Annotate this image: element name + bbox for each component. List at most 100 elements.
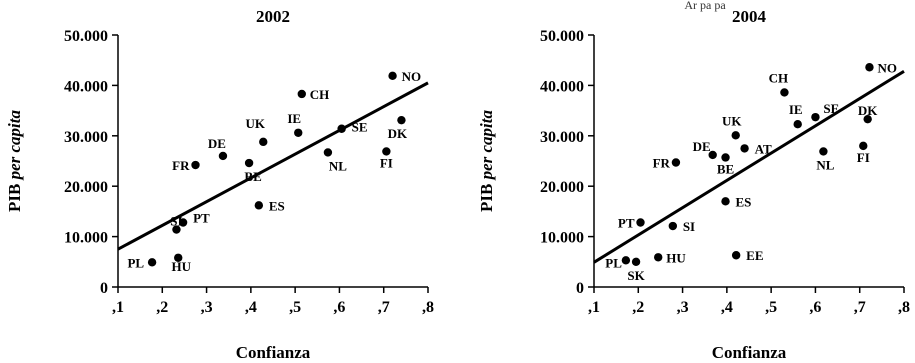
y-tick-label: 40.000	[540, 78, 584, 95]
scatter-panel-2004: 2004 0 10.000 20.000 30.000 40.000 50.000 ,1 ,2,…	[477, 7, 910, 362]
y-tick-label: 50.000	[540, 28, 584, 45]
data-point-es	[721, 197, 730, 206]
y-tick-label: 10.000	[64, 230, 108, 247]
y-tick-label: 30.000	[540, 129, 584, 146]
y-tick-label: 20.000	[64, 179, 108, 196]
data-point-si	[668, 221, 678, 231]
data-point-fi	[382, 147, 391, 156]
x-tick-label: ,6	[333, 299, 345, 316]
data-point-sk	[631, 257, 641, 266]
point-label-hu: HU	[666, 250, 686, 265]
data-point-hu	[654, 253, 663, 262]
x-tick-label: ,6	[809, 299, 821, 316]
y-axis-label-main: PIB	[477, 179, 496, 212]
point-label-fr: FR	[172, 158, 190, 173]
point-label-fr: FR	[653, 156, 671, 171]
y-axis-label: PIB per capita	[5, 110, 24, 212]
data-point-pt	[636, 218, 645, 227]
point-label-ie: IE	[789, 102, 803, 117]
y-tick-label: 50.000	[64, 28, 108, 45]
y-tick-label: 0	[100, 280, 108, 297]
y-axis-label-italic: per capita	[477, 110, 496, 182]
chart-title: 2004	[732, 7, 767, 26]
chart-title: 2002	[256, 7, 290, 26]
data-point-at	[740, 144, 749, 153]
x-tick-label: ,4	[245, 299, 257, 316]
data-point-pl	[147, 258, 157, 267]
data-point-nl	[323, 148, 333, 157]
point-label-no: NO	[877, 60, 897, 75]
point-label-at: AT	[755, 141, 772, 156]
data-point-dk	[397, 115, 406, 125]
data-point-uk	[731, 131, 740, 140]
point-label-pl: PL	[605, 255, 622, 270]
x-tick-label: ,1	[112, 299, 124, 316]
point-label-nl: NL	[816, 157, 834, 172]
point-label-dk: DK	[858, 103, 878, 118]
point-label-es: ES	[269, 198, 285, 213]
x-tick-label: ,7	[854, 299, 866, 316]
point-label-fi: FI	[380, 155, 393, 170]
x-tick-label: ,4	[721, 299, 733, 316]
data-point-ee	[731, 251, 741, 260]
data-point-fr	[191, 160, 200, 170]
point-label-se: SE	[823, 101, 839, 116]
header-fragment: Ar pa pa	[684, 0, 726, 12]
data-point-si	[172, 225, 181, 234]
data-point-ch	[780, 88, 789, 97]
data-point-uk	[259, 137, 268, 147]
trend-line	[593, 70, 905, 264]
data-point-ch	[297, 89, 306, 99]
x-tick-label: ,5	[765, 299, 777, 316]
data-point-no	[388, 71, 397, 81]
point-label-fi: FI	[857, 150, 870, 165]
point-label-dk: DK	[388, 126, 408, 141]
data-point-be	[244, 158, 254, 168]
point-label-be: BE	[244, 169, 261, 184]
x-tick-label: ,3	[677, 299, 689, 316]
y-axis-label-main: PIB	[5, 179, 24, 212]
point-label-pl: PL	[127, 255, 144, 270]
point-label-ch: CH	[769, 70, 789, 85]
data-point-de	[708, 150, 717, 160]
data-point-es	[254, 201, 264, 210]
trend-line	[117, 81, 429, 251]
point-label-es: ES	[736, 194, 752, 209]
point-label-uk: UK	[722, 113, 742, 128]
x-tick-label: ,5	[289, 299, 301, 316]
y-tick-label: 20.000	[540, 179, 584, 196]
point-label-de: DE	[208, 136, 226, 151]
data-point-de	[218, 151, 228, 161]
x-tick-label: ,7	[378, 299, 390, 316]
data-point-fi	[859, 141, 868, 151]
y-tick-label: 30.000	[64, 129, 108, 146]
data-point-se	[337, 124, 346, 133]
x-axis-label: Confianza	[236, 343, 311, 362]
point-label-uk: UK	[246, 116, 266, 131]
data-point-fr	[671, 158, 681, 167]
y-tick-label: 0	[576, 280, 584, 297]
data-point-pt	[178, 218, 188, 227]
data-point-no	[865, 63, 874, 72]
data-point-be	[721, 153, 730, 162]
x-tick-label: ,3	[201, 299, 213, 316]
y-axis-label: PIB per capita	[477, 110, 496, 212]
x-tick-label: ,2	[632, 299, 644, 316]
data-point-se	[811, 112, 820, 122]
x-tick-label: ,2	[156, 299, 168, 316]
point-label-se: SE	[352, 120, 368, 135]
data-point-nl	[819, 147, 828, 156]
point-label-pt: PT	[618, 215, 635, 230]
point-label-be: BE	[717, 161, 734, 176]
point-label-ch: CH	[310, 87, 330, 102]
x-tick-label: ,8	[898, 299, 910, 316]
point-label-ee: EE	[746, 248, 763, 263]
data-point-hu	[174, 253, 183, 262]
point-label-pt: PT	[193, 210, 210, 225]
x-tick-label: ,1	[588, 299, 600, 316]
data-point-ie	[294, 128, 303, 137]
x-tick-label: ,8	[422, 299, 434, 316]
point-label-hu: HU	[171, 259, 191, 274]
point-label-no: NO	[402, 69, 422, 84]
